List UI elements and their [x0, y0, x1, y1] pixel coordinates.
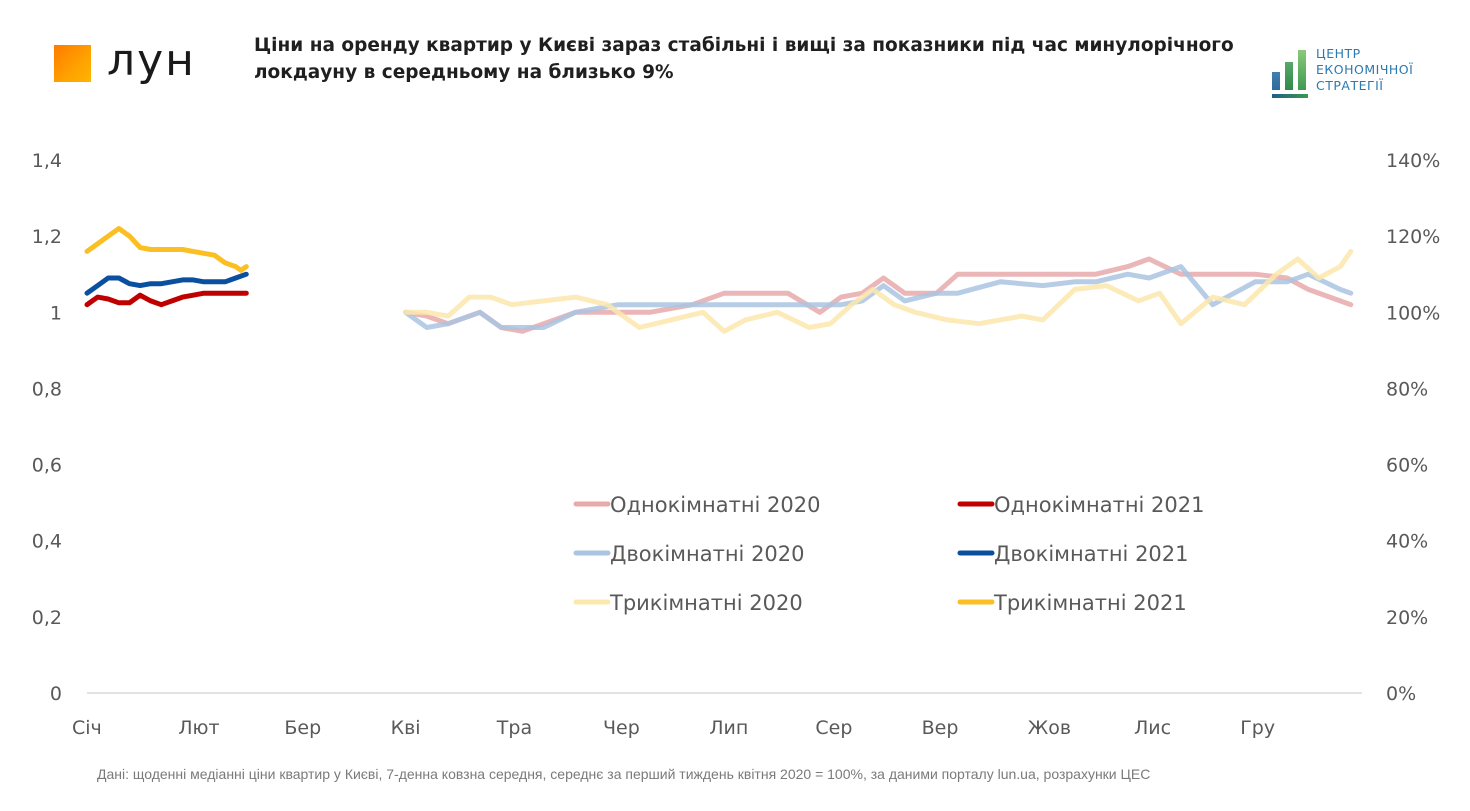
x-tick-label: Чер: [603, 717, 640, 739]
x-tick-label: Вер: [922, 717, 959, 739]
ces-logo-line: ЦЕНТР: [1316, 46, 1361, 61]
x-axis: Січ Лют Бер Кві Тра Чер Лип Сер Вер Жов Лис Гру: [72, 717, 1275, 739]
legend-label: Двокімнатні 2020: [610, 542, 805, 566]
y-tick-label: 1: [50, 302, 62, 324]
legend-label: Трикімнатні 2020: [609, 591, 803, 615]
x-tick-label: Січ: [72, 717, 102, 739]
ces-logo-line: СТРАТЕГІЇ: [1316, 78, 1384, 93]
y-tick-label: 0: [50, 683, 62, 705]
series-line-однокімнатні-2021: [84, 290, 249, 308]
x-tick-label: Лис: [1134, 717, 1171, 739]
ces-logo-line: ЕКОНОМІЧНОЇ: [1316, 62, 1414, 77]
y-tick-label: 1,4: [32, 150, 62, 172]
y-axis-left: 0 0,2 0,4 0,6 0,8 1 1,2 1,4: [32, 150, 62, 705]
y2-tick-label: 80%: [1386, 378, 1428, 400]
y2-tick-label: 40%: [1386, 531, 1428, 553]
legend-label: Трикімнатні 2021: [993, 591, 1187, 615]
x-tick-label: Кві: [391, 717, 421, 739]
series-group: [84, 226, 1354, 334]
y2-tick-label: 100%: [1386, 302, 1440, 324]
legend-label: Однокімнатні 2020: [610, 493, 821, 517]
ces-logo: ЦЕНТР ЕКОНОМІЧНОЇ СТРАТЕГІЇ: [1270, 46, 1413, 98]
lun-logo-square: [54, 45, 91, 82]
y2-tick-label: 60%: [1386, 455, 1428, 477]
lun-logo: лун: [54, 35, 196, 86]
lun-logo-text: лун: [107, 35, 196, 86]
x-tick-label: Лип: [709, 717, 748, 739]
x-tick-label: Бер: [284, 717, 321, 739]
legend-label: Двокімнатні 2021: [994, 542, 1189, 566]
legend: Однокімнатні 2020 Однокімнатні 2021 Двокім…: [573, 493, 1205, 615]
y-tick-label: 0,8: [32, 378, 62, 400]
x-tick-label: Сер: [815, 717, 852, 739]
legend-label: Однокімнатні 2021: [994, 493, 1205, 517]
y-tick-label: 0,6: [32, 455, 62, 477]
series-line-двокімнатні-2021: [84, 271, 249, 296]
x-tick-label: Гру: [1240, 717, 1275, 739]
y-tick-label: 0,2: [32, 607, 62, 629]
series-line-трикімнатні-2020: [403, 248, 1354, 334]
y2-tick-label: 120%: [1386, 226, 1440, 248]
series-line-двокімнатні-2020: [403, 264, 1354, 330]
ces-logo-bars-icon: [1270, 46, 1310, 98]
y-tick-label: 0,4: [32, 531, 62, 553]
y2-tick-label: 0%: [1386, 683, 1416, 705]
footnote: Дані: щоденні медіанні ціни квартир у Ки…: [97, 766, 1151, 782]
x-tick-label: Тра: [496, 717, 532, 739]
y-axis-right: 0% 20% 40% 60% 80% 100% 120% 140%: [1386, 150, 1440, 705]
x-tick-label: Лют: [178, 717, 219, 739]
y2-tick-label: 20%: [1386, 607, 1428, 629]
y2-tick-label: 140%: [1386, 150, 1440, 172]
y-tick-label: 1,2: [32, 226, 62, 248]
x-tick-label: Жов: [1028, 717, 1071, 739]
series-line-трикімнатні-2021: [84, 226, 249, 273]
page-title: Ціни на оренду квартир у Києві зараз ста…: [254, 35, 1234, 83]
